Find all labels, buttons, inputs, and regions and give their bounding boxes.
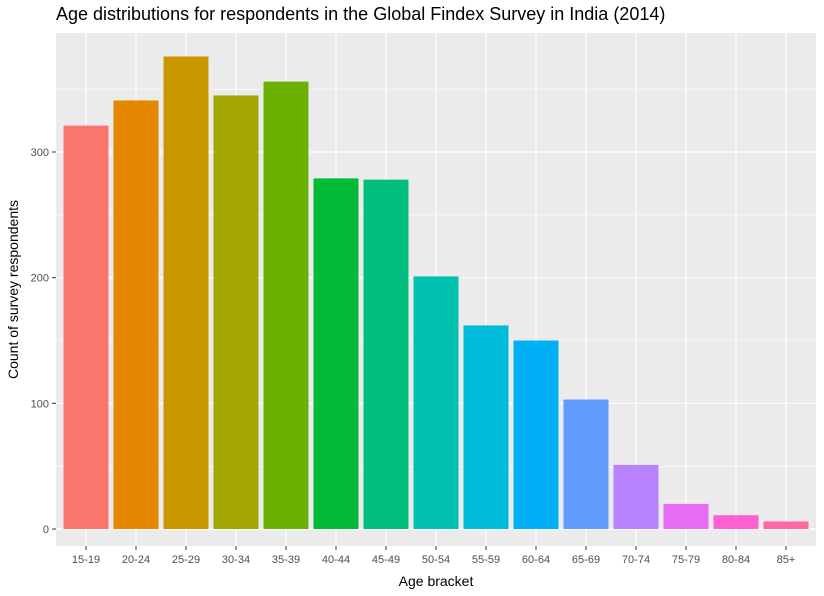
x-tick-label: 70-74 [622, 554, 650, 566]
x-tick-label: 30-34 [222, 554, 250, 566]
bar-70-74 [613, 464, 659, 529]
chart-title: Age distributions for respondents in the… [56, 4, 666, 24]
x-axis: 15-19 20-24 25-29 30-34 35-39 40-44 45-49 50-54… [72, 546, 795, 566]
bar-50-54 [413, 276, 459, 529]
y-tick-label: 0 [43, 524, 49, 536]
bar-60-64 [513, 340, 559, 529]
x-tick-label: 15-19 [72, 554, 100, 566]
bar-75-79 [663, 503, 709, 529]
y-tick-label: 100 [31, 398, 49, 410]
x-tick-label: 45-49 [372, 554, 400, 566]
y-axis: 0 100 200 300 [31, 147, 56, 536]
bar-40-44 [313, 178, 359, 529]
bar-85+ [763, 521, 809, 529]
bars [63, 56, 809, 530]
bar-35-39 [263, 81, 309, 530]
x-tick-label: 75-79 [672, 554, 700, 566]
x-tick-label: 80-84 [722, 554, 750, 566]
x-tick-label: 20-24 [122, 554, 150, 566]
x-tick-label: 55-59 [472, 554, 500, 566]
x-tick-label: 85+ [777, 554, 796, 566]
x-tick-label: 25-29 [172, 554, 200, 566]
y-tick-label: 200 [31, 273, 49, 285]
y-axis-title: Count of survey respondents [5, 200, 21, 379]
bar-45-49 [363, 179, 409, 529]
bar-20-24 [113, 100, 159, 529]
x-tick-label: 50-54 [422, 554, 450, 566]
bar-80-84 [713, 515, 759, 529]
bar-65-69 [563, 399, 609, 529]
x-axis-title: Age bracket [399, 573, 474, 589]
x-tick-label: 65-69 [572, 554, 600, 566]
bar-25-29 [163, 56, 209, 529]
bar-30-34 [213, 95, 259, 529]
x-tick-label: 35-39 [272, 554, 300, 566]
x-tick-label: 60-64 [522, 554, 550, 566]
x-tick-label: 40-44 [322, 554, 350, 566]
bar-55-59 [463, 325, 509, 529]
bar-15-19 [63, 125, 109, 530]
y-tick-label: 300 [31, 147, 49, 159]
